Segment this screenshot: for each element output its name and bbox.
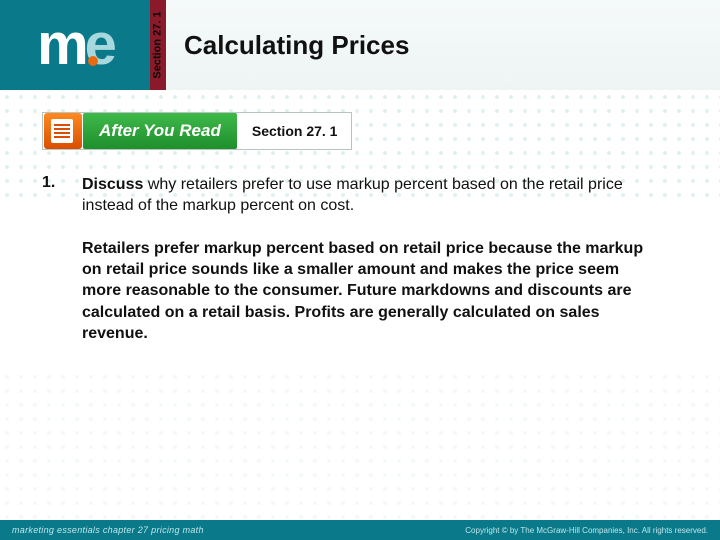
badge-row: After You Read Section 27. 1 (42, 112, 720, 150)
footer-left: marketing essentials chapter 27 pricing … (12, 525, 204, 535)
slide: me Section 27. 1 Calculating Prices Afte… (0, 0, 720, 540)
section-spine: Section 27. 1 (150, 0, 166, 90)
page-title: Calculating Prices (184, 30, 409, 61)
page-icon (44, 113, 82, 149)
header-bar: me Section 27. 1 Calculating Prices (0, 0, 720, 90)
question-body: Discuss why retailers prefer to use mark… (82, 174, 662, 344)
dots-band-lower (0, 370, 720, 520)
logo-m: m (37, 12, 85, 77)
brand-logo: me (0, 0, 150, 90)
content-area: 1. Discuss why retailers prefer to use m… (0, 150, 720, 344)
footer-right: Copyright © by The McGraw-Hill Companies… (465, 526, 708, 535)
badge-label: After You Read (83, 113, 237, 149)
spine-label: Section 27. 1 (152, 11, 164, 78)
title-area: Calculating Prices (166, 0, 720, 90)
question-lead: Discuss (82, 176, 143, 193)
badge-section: Section 27. 1 (238, 113, 352, 149)
question-text: Discuss why retailers prefer to use mark… (82, 174, 662, 216)
logo-e: e (85, 12, 113, 77)
question-rest: why retailers prefer to use markup perce… (82, 176, 623, 214)
question-number: 1. (42, 174, 64, 344)
footer-bar: marketing essentials chapter 27 pricing … (0, 520, 720, 540)
logo-dot-icon (88, 56, 98, 66)
answer-text: Retailers prefer markup percent based on… (82, 238, 662, 344)
after-you-read-badge: After You Read Section 27. 1 (42, 112, 352, 150)
logo-text: me (37, 16, 113, 74)
